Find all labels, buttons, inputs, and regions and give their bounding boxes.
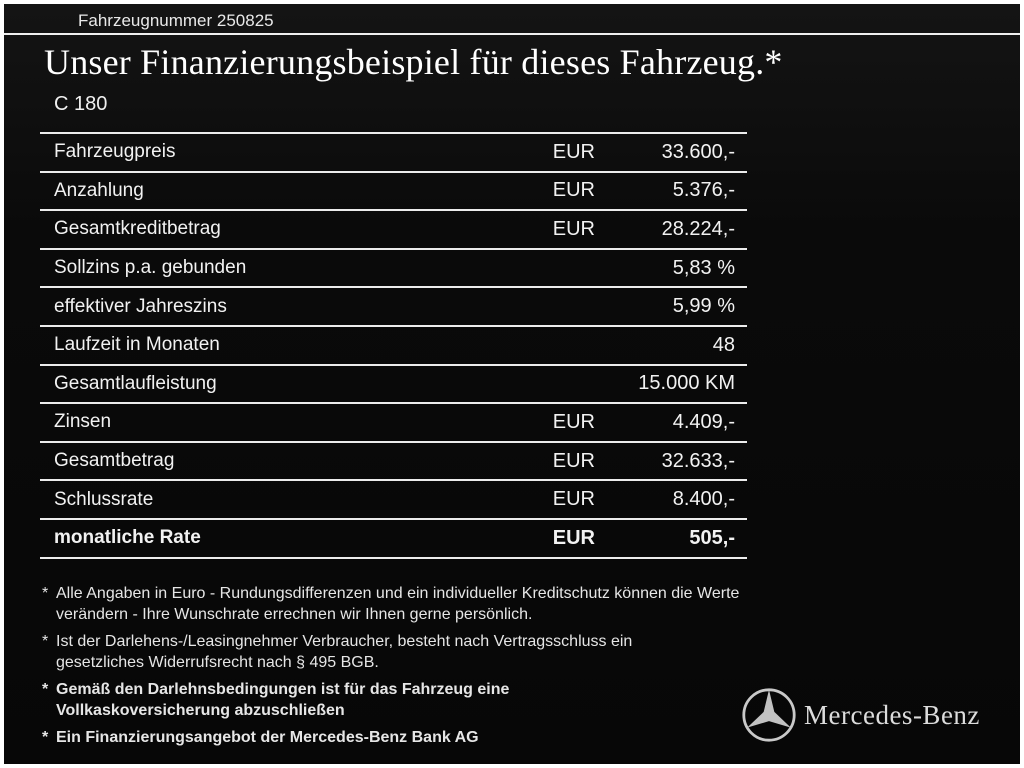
footnote-marker: * [42,633,49,650]
row-value: 15.000 KM [638,372,735,395]
finance-table: Fahrzeugpreis EUR 33.600,- Anzahlung EUR… [40,132,747,559]
row-currency: EUR [552,217,595,240]
row-currency: EUR [552,410,595,433]
table-row-fahrzeugpreis: Fahrzeugpreis EUR 33.600,- [40,132,747,171]
row-currency: EUR [552,488,595,511]
row-label: Anzahlung [54,179,144,201]
row-value: 32.633,- [661,449,735,472]
header-divider [4,33,1020,35]
row-label: Zinsen [54,411,112,433]
content-panel: Fahrzeugnummer 250825 Unser Finanzierung… [4,4,1020,764]
row-label: monatliche Rate [54,527,201,549]
row-label: Laufzeit in Monaten [54,334,220,356]
footnote-text: Ist der Darlehens-/Leasingnehmer Verbrau… [56,633,633,671]
row-currency: EUR [552,526,595,549]
footnote: * Alle Angaben in Euro - Rundungsdiffere… [42,583,752,625]
table-row-gesamtbetrag: Gesamtbetrag EUR 32.633,- [40,440,747,480]
table-row-gesamtlaufleistung: Gesamtlaufleistung 15.000 KM [40,363,747,403]
footnote-marker: * [42,681,49,698]
row-label: Gesamtbetrag [54,450,175,472]
table-row-zinsen: Zinsen EUR 4.409,- [40,402,747,441]
table-row-monatliche-rate: monatliche Rate EUR 505,- [40,517,747,557]
row-currency: EUR [552,449,595,472]
row-label: Gesamtkreditbetrag [54,218,221,240]
table-row-effektiver-jahreszins: effektiver Jahreszins 5,99 % [40,286,747,325]
table-row-schlussrate: Schlussrate EUR 8.400,- [40,479,747,518]
row-value: 8.400,- [672,488,735,511]
mercedes-star-icon [741,687,797,743]
row-label: Sollzins p.a. gebunden [54,257,247,279]
footnotes: * Alle Angaben in Euro - Rundungsdiffere… [42,583,752,754]
row-value: 5.376,- [672,179,735,202]
table-row-laufzeit: Laufzeit in Monaten 48 [40,324,747,364]
row-currency: EUR [552,140,595,163]
row-value: 33.600,- [661,140,735,163]
footnote: * Ein Finanzierungsangebot der Mercedes-… [42,727,752,748]
row-value: 4.409,- [672,410,735,433]
row-value: 505,- [689,526,735,549]
model-name: C 180 [54,93,108,115]
table-row-anzahlung: Anzahlung EUR 5.376,- [40,170,747,210]
footnote: * Ist der Darlehens-/Leasingnehmer Verbr… [42,631,752,673]
row-label: Gesamtlaufleistung [54,372,217,394]
table-row-gesamtkreditbetrag: Gesamtkreditbetrag EUR 28.224,- [40,209,747,248]
footnote-text: Ein Finanzierungsangebot der Mercedes-Be… [56,729,479,746]
footnote-text: Gemäß den Darlehnsbedingungen ist für da… [56,681,510,719]
row-label: Fahrzeugpreis [54,141,176,163]
footnote: * Gemäß den Darlehnsbedingungen ist für … [42,679,752,721]
row-label: Schlussrate [54,488,154,510]
footnote-marker: * [42,729,49,746]
row-label: effektiver Jahreszins [54,295,227,317]
footnote-text: Alle Angaben in Euro - Rundungsdifferenz… [56,585,740,623]
row-value: 5,99 % [672,295,735,318]
brand-wordmark: Mercedes-Benz [804,700,980,730]
table-row-sollzins: Sollzins p.a. gebunden 5,83 % [40,247,747,287]
row-value: 28.224,- [661,217,735,240]
row-value: 48 [712,333,735,356]
vehicle-number: Fahrzeugnummer 250825 [78,11,274,30]
row-value: 5,83 % [672,256,735,279]
row-currency: EUR [552,179,595,202]
footnote-marker: * [42,585,49,602]
page-title: Unser Finanzierungsbeispiel für dieses F… [44,42,783,82]
